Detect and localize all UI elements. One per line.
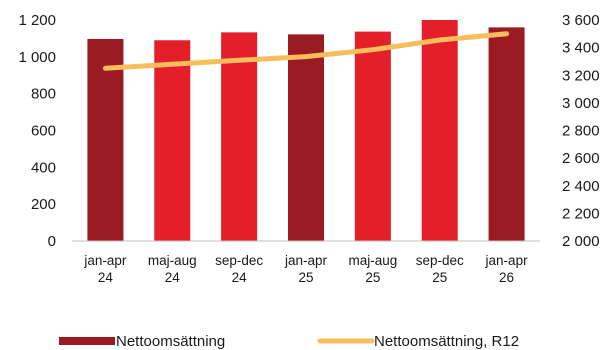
category-label: jan-apr (485, 253, 529, 268)
right-tick-label: 2 600 (562, 150, 600, 167)
right-tick-label: 3 200 (562, 67, 600, 84)
left-tick-label: 1 000 (18, 49, 56, 66)
left-tick-label: 0 (48, 233, 56, 250)
bar (354, 31, 391, 242)
right-tick-label: 3 400 (562, 40, 600, 57)
right-tick-label: 3 600 (562, 12, 600, 29)
category-label: 25 (432, 270, 447, 285)
bars (87, 20, 525, 242)
category-label: 25 (365, 270, 380, 285)
bar (154, 40, 191, 242)
category-label: 26 (499, 270, 514, 285)
legend-label-nettoomsattning: Nettoomsättning (116, 333, 225, 350)
legend-swatch-nettoomsattning (59, 337, 115, 345)
right-tick-label: 2 000 (562, 233, 600, 250)
category-label: sep-dec (215, 253, 263, 268)
bar (87, 38, 124, 242)
category-label: sep-dec (416, 253, 464, 268)
category-labels: jan-apr 24 maj-aug 24 sep-dec 24 jan-apr 25 maj-… (83, 253, 528, 285)
bar (488, 27, 525, 241)
bar (288, 34, 324, 241)
bar (421, 20, 458, 241)
r12-line-series (102, 31, 510, 71)
legend-label-r12: Nettoomsättning, R12 (374, 333, 519, 350)
left-tick-label: 1 200 (18, 12, 56, 29)
right-tick-label: 2 200 (562, 205, 600, 222)
category-label: 24 (165, 270, 181, 285)
category-label: maj-aug (148, 253, 197, 268)
bar (221, 32, 258, 241)
category-label: 24 (98, 270, 114, 285)
category-label: 24 (232, 270, 248, 285)
right-tick-label: 2 800 (562, 123, 600, 140)
legend: Nettoomsättning Nettoomsättning, R12 (59, 333, 519, 350)
right-tick-label: 3 000 (562, 95, 600, 112)
left-tick-label: 200 (31, 196, 56, 213)
left-tick-label: 400 (31, 159, 56, 176)
category-label: jan-apr (83, 253, 127, 268)
left-tick-label: 600 (31, 123, 56, 140)
right-tick-label: 2 400 (562, 178, 600, 195)
category-label: jan-apr (284, 253, 328, 268)
left-axis: 0 200 400 600 800 1 000 1 200 (18, 12, 56, 250)
left-tick-label: 800 (31, 86, 56, 103)
category-label: maj-aug (348, 253, 397, 268)
category-label: 25 (298, 270, 313, 285)
right-axis: 2 000 2 200 2 400 2 600 2 800 3 000 3 200 3 400… (562, 12, 600, 250)
